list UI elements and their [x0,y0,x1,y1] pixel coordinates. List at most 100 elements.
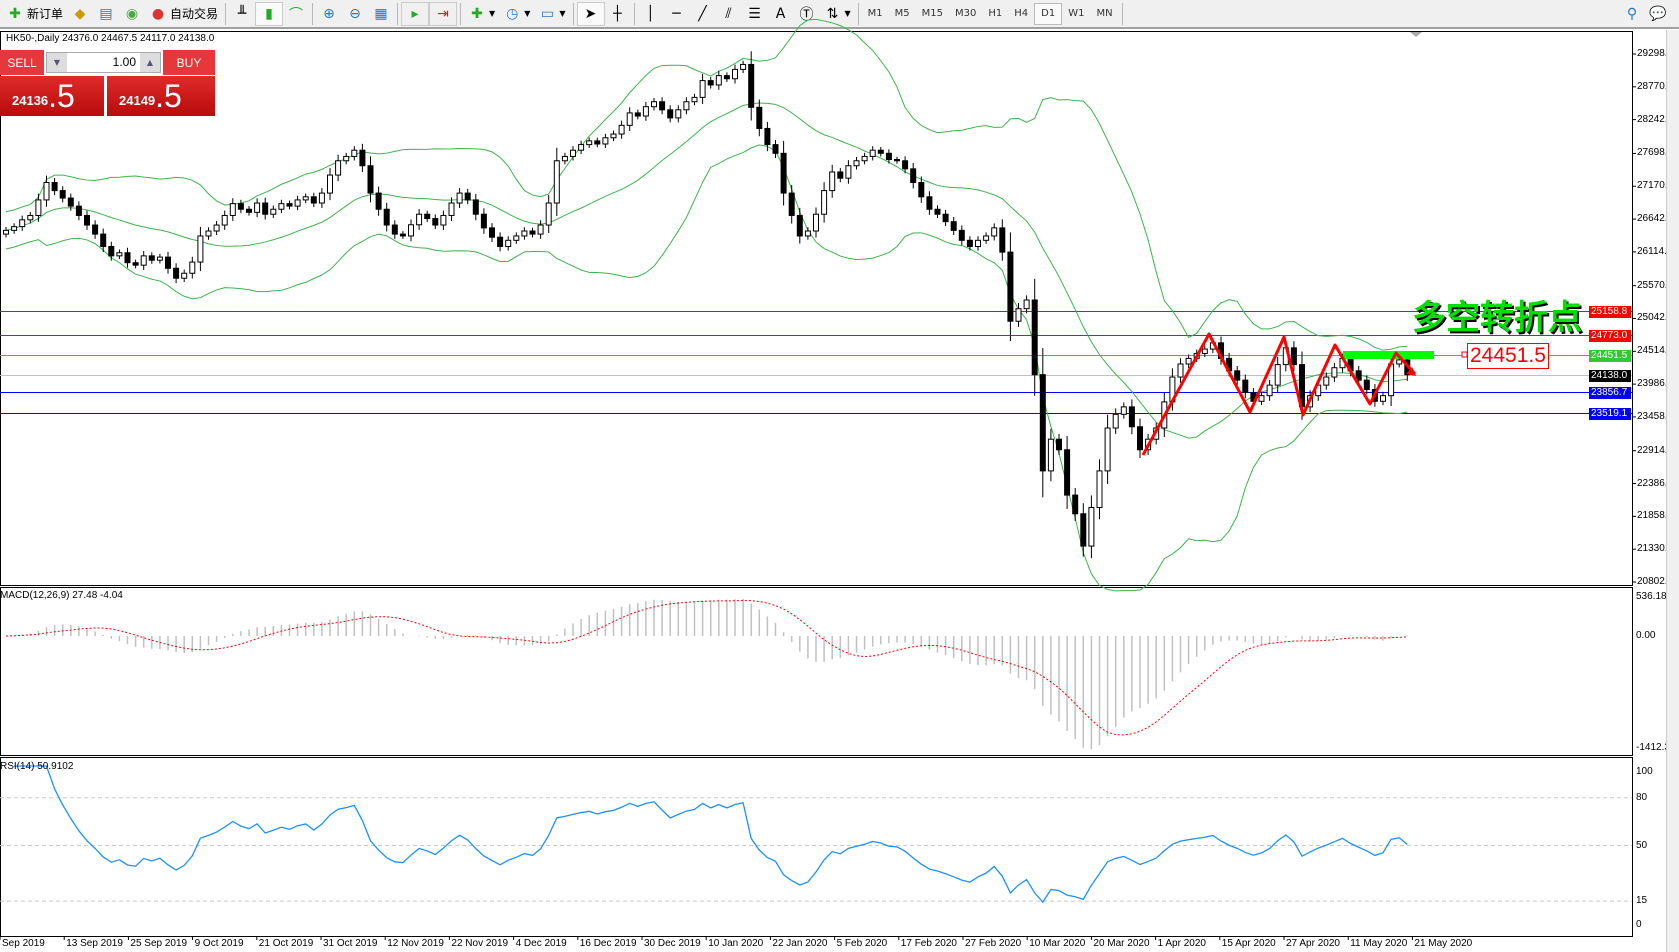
timeframe-w1[interactable]: W1 [1068,8,1085,19]
text-label-button[interactable]: Ⓣ [794,2,820,26]
timeframe-m5[interactable]: M5 [894,8,910,19]
timeframe-mn[interactable]: MN [1096,8,1113,19]
arrows-button[interactable]: ⇅ ▼ [820,2,855,26]
candle-body [610,133,617,139]
timeframe-m1[interactable]: M1 [867,8,883,19]
equidistant-channel-button[interactable]: ⫽ [716,2,742,26]
candle-body [375,192,382,210]
date-axis-label: 10 Mar 2020 [1029,938,1086,949]
lot-size-stepper[interactable]: ▼ 1.00 ▲ [46,52,161,73]
candle-body [140,255,147,266]
candle-body [497,236,504,248]
candle-body [991,227,998,237]
new-order-button[interactable]: ✚ 新订单 [2,2,67,26]
candle-body [764,127,771,146]
candle-body [84,214,90,226]
candle-body [3,229,9,235]
cursor-button[interactable]: ➤ [576,1,605,26]
timeframe-m30[interactable]: M30 [955,8,977,19]
chart-shift-button[interactable]: ⇥ [429,1,458,26]
candle-body [570,149,576,157]
history-button[interactable]: ◆ [67,2,93,26]
fibonacci-button[interactable]: ☰ [742,2,768,26]
price-axis-label: 22386.0 [1637,477,1674,489]
candle-body [270,208,277,215]
timeframe-d1[interactable]: D1 [1034,2,1063,25]
signal-button[interactable]: ◉ [119,2,145,26]
indicators-button[interactable]: ✚ ▼ [464,2,499,26]
candle-body [926,196,933,210]
trendline-button[interactable]: ╱ [690,2,716,26]
candle-body [1396,359,1403,365]
price-axis-label: 25042.0 [1637,312,1674,324]
candle-body [975,239,981,248]
sell-button[interactable]: SELL [0,50,44,75]
price-axis-label: 24514.0 [1637,345,1674,357]
candle-chart-button[interactable]: ▮ [255,1,284,26]
candle-body [869,149,876,157]
vertical-line-icon: │ [646,5,655,22]
vertical-line-button[interactable]: │ [638,2,664,26]
candle-body [108,246,115,257]
candle-body [67,197,74,207]
market-watch-button[interactable]: ▤ [93,2,119,26]
candle-body [310,196,317,204]
buy-price[interactable]: 24149.5 [107,76,215,116]
timeframe-m15[interactable]: M15 [921,8,944,19]
candle-body [894,159,900,162]
lot-increase-button[interactable]: ▲ [140,53,160,72]
periods-button[interactable]: ◷ ▼ [499,2,534,26]
candle-body [1120,406,1127,415]
macd-axis-label: 536.18 [1636,591,1667,602]
crosshair-button[interactable]: ┼ [605,2,631,26]
lot-decrease-button[interactable]: ▼ [47,53,67,72]
candle-body [197,235,204,263]
candle-body [529,230,536,235]
level-price-tag: 24451.5 [1589,349,1631,362]
auto-scroll-button[interactable]: ▸ [401,1,430,26]
candle-body [51,182,58,192]
candle-body [683,101,690,111]
template-icon: ▭ [540,5,554,22]
candle-body [1355,370,1362,381]
candle-body [1266,384,1273,397]
candle-body [1047,438,1054,472]
timeframe-h4[interactable]: H4 [1014,8,1029,19]
annotation-level-label: 24451.5 [1467,343,1549,369]
lot-size-input[interactable]: 1.00 [112,55,136,69]
timeframe-h1[interactable]: H1 [988,8,1003,19]
candle-body [189,261,196,274]
candle-body [772,144,779,154]
zoom-in-button[interactable]: ⊕ [316,2,342,26]
templates-button[interactable]: ▭ ▼ [534,2,569,26]
candle-body [521,230,528,237]
line-chart-button[interactable]: ⌒ [283,2,309,26]
horizontal-line-button[interactable]: ─ [664,2,690,26]
candle-body [796,214,803,237]
candle-body [367,165,374,194]
chat-button[interactable]: 💬 [1645,2,1671,26]
scrollbar[interactable] [1666,30,1679,952]
rsi-pane [0,757,1633,937]
candle-body [861,155,868,162]
candle-body [1323,376,1330,386]
candle-body [489,227,495,238]
candle-body [853,160,860,167]
level-price-tag: 24138.0 [1589,369,1631,382]
sell-price[interactable]: 24136.5 [0,76,104,116]
rsi-axis-label: 0 [1636,919,1642,930]
bar-chart-button[interactable]: ╨ [229,2,255,26]
tile-windows-button[interactable]: ▦ [368,2,394,26]
search-button[interactable]: ⚲ [1619,2,1645,26]
candle-body [165,256,171,269]
candle-body [829,171,836,192]
text-button[interactable]: A [768,2,794,26]
candle-body [1290,347,1297,366]
auto-scroll-icon: ▸ [411,5,419,22]
candle-body [205,230,212,237]
auto-trading-button[interactable]: ● 自动交易 [145,2,222,26]
level-price-tag: 23856.7 [1589,386,1631,399]
zoom-out-button[interactable]: ⊖ [342,2,368,26]
buy-button[interactable]: BUY [163,50,215,75]
